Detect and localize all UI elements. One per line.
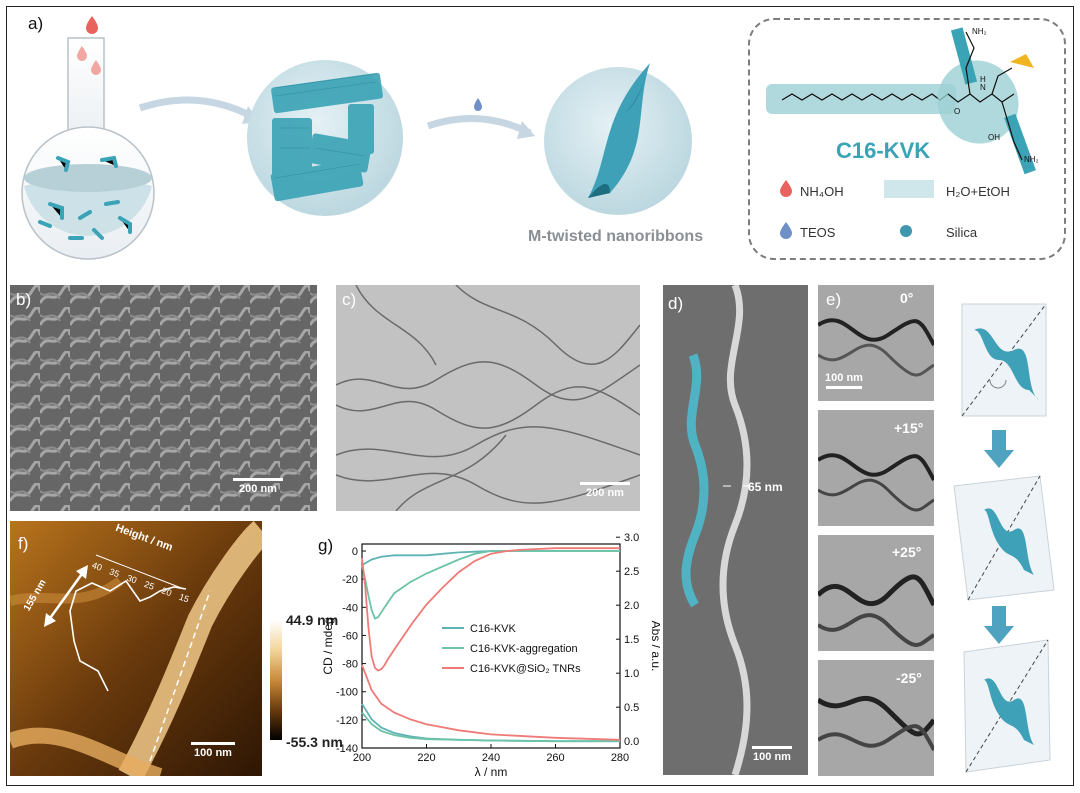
x-tick-label: 280: [611, 752, 629, 764]
y2-tick-label: 1.5: [624, 634, 639, 646]
y-tick-label: -80: [342, 659, 358, 671]
y-tick-label: 0: [352, 546, 358, 558]
tem-tilt-15: [818, 410, 934, 526]
twisted-ribbon-icon: [588, 63, 650, 198]
nh4oh-drop-icon: [780, 180, 792, 197]
scale-bar-c: 200 nm: [578, 482, 632, 499]
x-axis-label: λ / nm: [475, 765, 508, 779]
x-tick-label: 220: [417, 752, 435, 764]
legend-label: NH₄OH: [800, 184, 844, 199]
tilt-angle: 0°: [900, 290, 914, 306]
y2-tick-label: 1.0: [624, 668, 639, 680]
legend-label: C16-KVK@SiO₂ TNRs: [470, 663, 581, 675]
rotate-arrow-icon: [989, 379, 1007, 389]
molecule-structure: NH₂ NH₂ OH O H N: [766, 27, 1039, 175]
product-label: M-twisted nanoribbons: [528, 228, 704, 245]
scale-bar-d: 100 nm: [745, 746, 799, 763]
panel-label-d: d): [668, 294, 684, 313]
y-tick-label: -120: [336, 715, 358, 727]
nh2-top-label: NH₂: [972, 27, 987, 36]
down-arrow-icon: [984, 450, 1014, 468]
series-line: [361, 664, 621, 741]
y2-tick-label: 0.0: [624, 736, 639, 748]
legend-label: H₂O+EtOH: [946, 184, 1010, 199]
y-tick-label: -40: [342, 602, 358, 614]
y-tick-label: -100: [336, 687, 358, 699]
o-label: O: [954, 107, 960, 116]
afm-image-f: [10, 521, 262, 776]
x-tick-label: 200: [353, 752, 371, 764]
molecule-name: C16-KVK: [836, 138, 931, 163]
molecule-box: [748, 18, 1066, 260]
teos-drop-icon: [474, 98, 482, 111]
tilt-angle: +15°: [894, 420, 924, 436]
panel-label-b: b): [16, 290, 32, 309]
flask-icon: [21, 16, 155, 260]
colorbar-max: 44.9 nm: [286, 612, 339, 628]
y-tick-label: -140: [336, 743, 358, 755]
y-axis-label: CD / mdeg: [322, 617, 335, 674]
legend-icons: [780, 180, 934, 239]
colorbar: [270, 620, 282, 740]
solvent-rect-icon: [884, 180, 934, 198]
scale-bar-e: 100 nm: [822, 372, 866, 391]
y2-tick-label: 2.5: [624, 566, 639, 578]
tem-tilt-25: [818, 535, 934, 651]
colorbar-min: -55.3 nm: [286, 734, 343, 750]
panel-label-e: e): [826, 290, 842, 309]
y2-axis-label: Abs / a.u.: [649, 621, 660, 672]
ribbon-width-label: 65 nm: [748, 480, 783, 494]
y2-tick-label: 3.0: [624, 532, 639, 544]
scale-bar-b: 200 nm: [230, 478, 286, 495]
sem-image-d: [663, 285, 808, 775]
y-tick-label: -60: [342, 630, 358, 642]
nh2-bottom-label: NH₂: [1024, 155, 1039, 164]
y2-tick-label: 2.0: [624, 600, 639, 612]
cd-abs-chart: 200 220 240 260 280 0 -20 -40 -60 -80 -100 -120 -140…: [322, 532, 660, 779]
tilt-angle: +25°: [892, 544, 922, 560]
teos-drop-icon: [780, 222, 792, 239]
tilt-angle: -25°: [896, 670, 922, 686]
y2-tick-label: 0.5: [624, 702, 639, 714]
legend-label: TEOS: [800, 225, 836, 240]
series-line: [361, 547, 620, 672]
n-label: N: [980, 83, 986, 92]
x-tick-label: 260: [546, 752, 564, 764]
x-tick-label: 240: [482, 752, 500, 764]
tem-image-c: [336, 285, 640, 511]
legend-label: C16-KVK-aggregation: [470, 643, 578, 655]
ribbon-model-icon: [681, 353, 709, 608]
tem-tilt-0: [818, 285, 934, 401]
arrow-icon: [138, 96, 257, 122]
schematic-flow: [21, 16, 692, 260]
series-line: [361, 550, 620, 620]
arrow-icon: [426, 115, 532, 137]
down-arrow-icon: [984, 626, 1014, 644]
silica-dot-icon: [900, 225, 912, 237]
h-label: H: [980, 75, 986, 84]
scale-bar-f: 100 nm: [186, 742, 240, 759]
panel-label-a: a): [28, 14, 44, 33]
legend-label: Silica: [946, 225, 978, 240]
panel-label-c: c): [342, 290, 357, 309]
tilt-schematic: [953, 303, 1055, 773]
panel-label-f: f): [18, 534, 29, 553]
sem-image-b: [10, 285, 317, 511]
tem-tilt-minus25: [818, 660, 934, 776]
series-line: [361, 712, 620, 743]
legend-label: C16-KVK: [470, 623, 517, 635]
oh-label: OH: [988, 133, 1000, 142]
y-tick-label: -20: [342, 574, 358, 586]
panel-label-g: g): [318, 536, 334, 555]
